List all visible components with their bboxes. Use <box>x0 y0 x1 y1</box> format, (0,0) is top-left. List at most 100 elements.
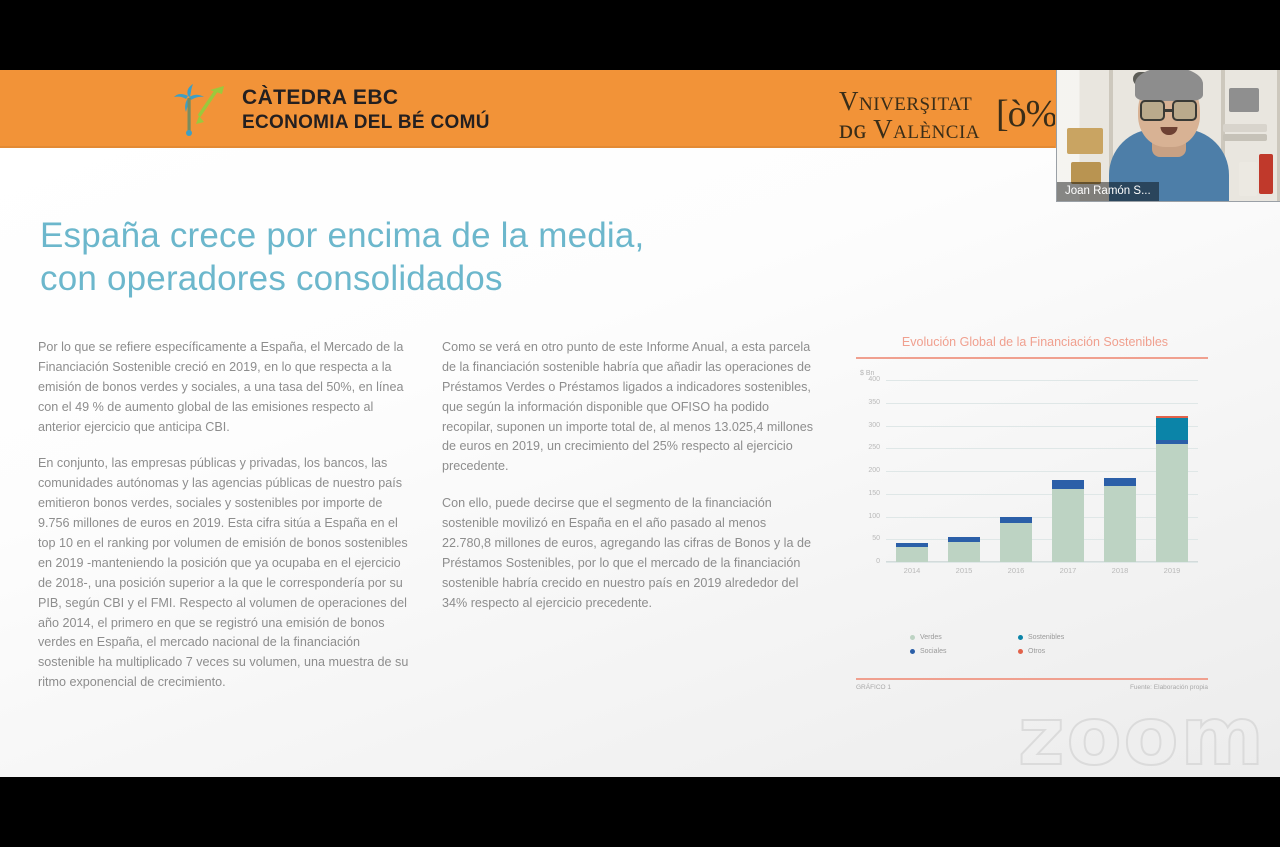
chart-gridline <box>886 425 1198 427</box>
avatar-hair <box>1134 70 1203 101</box>
page-title: España crece por encima de la media, con… <box>40 215 644 300</box>
brand-text: CÀTEDRA EBC ECONOMIA DEL BÉ COMÚ <box>242 86 490 134</box>
chart-x-tick-label: 2015 <box>955 566 973 575</box>
body-column-left: Por lo que se refiere específicamente a … <box>38 338 413 710</box>
shelf-box <box>1071 162 1101 184</box>
chart-bar <box>948 536 980 562</box>
chart-y-tick-label: 0 <box>876 558 880 565</box>
shelf-box <box>1229 88 1259 112</box>
chart-y-tick-label: 50 <box>872 535 880 543</box>
avatar-glasses-icon <box>1139 100 1198 121</box>
chart-y-tick-label: 150 <box>868 489 880 497</box>
avatar-mouth <box>1160 127 1177 135</box>
palm-tree-icon <box>166 82 228 138</box>
chart-top-rule <box>856 357 1208 359</box>
page-title-line-2: con operadores consolidados <box>40 258 503 298</box>
chart-title: Evolución Global de la Financiación Sost… <box>901 335 1169 349</box>
chart-gridline <box>886 516 1198 518</box>
chart-x-tick-label: 2014 <box>903 566 921 575</box>
chart-x-tick-label: 2017 <box>1059 566 1077 575</box>
participant-name-label: Joan Ramón S... <box>1057 182 1159 201</box>
chart-legend-label: Sostenibles <box>1028 634 1065 641</box>
shelf-box <box>1067 128 1103 154</box>
chart-legend-item: Otros <box>1018 648 1138 655</box>
chart-legend-label: Otros <box>1028 648 1046 655</box>
chart-gridline <box>886 448 1198 450</box>
chart-gridline <box>886 471 1198 472</box>
chart-x-tick-label: 2018 <box>1111 566 1129 575</box>
chart-legend-item: Verdes <box>910 634 1018 641</box>
legend-swatch-icon <box>910 635 915 640</box>
participant-video-tile[interactable]: Joan Ramón S... <box>1056 70 1280 202</box>
letterbox-top <box>0 0 1280 70</box>
chart-bar-segment-sociales <box>948 536 980 542</box>
paragraph: Como se verá en otro punto de este Infor… <box>442 340 814 474</box>
chart-bar-segment-sociales <box>1104 478 1136 486</box>
chart-panel: Evolución Global de la Financiación Sost… <box>852 332 1218 691</box>
chart-source-label: Fuente: Elaboración propia <box>1129 684 1208 691</box>
chart-gridline <box>886 539 1198 541</box>
chart-y-tick-label: 200 <box>868 467 880 474</box>
chart-y-tick-label: 350 <box>868 398 880 406</box>
chart-bar <box>1156 415 1188 562</box>
chart-x-tick-label: 2016 <box>1007 566 1025 575</box>
chart-y-tick-label: 250 <box>868 444 880 452</box>
chart-bar-segment-verdes <box>896 546 928 562</box>
chart-plot-area: 0 50 100 150 200 250 300 350 400 2014 2015 2016 2017… <box>868 376 1198 575</box>
chart-x-axis <box>886 561 1198 562</box>
chart-bar-segment-sociales <box>1052 480 1084 490</box>
letterbox-bottom <box>0 777 1280 847</box>
chart-legend-label: Sociales <box>920 648 947 655</box>
catedra-brand: CÀTEDRA EBC ECONOMIA DEL BÉ COMÚ <box>166 82 490 138</box>
chart-bar-segment-sostenibles <box>1156 418 1188 441</box>
chart-bar-segment-verdes <box>1104 485 1136 562</box>
legend-swatch-icon <box>1018 635 1023 640</box>
chart-bar-segment-otros <box>1156 415 1188 419</box>
zoom-watermark: zoom <box>1017 689 1266 777</box>
glasses-lens-right <box>1171 100 1198 121</box>
shelf-book <box>1223 124 1267 132</box>
chart-x-tick-label: 2019 <box>1163 566 1181 575</box>
shelf-book <box>1259 154 1273 194</box>
glasses-lens-left <box>1139 100 1166 121</box>
chart-gridline <box>886 562 1198 563</box>
chart-bar <box>896 543 928 562</box>
brand-title: CÀTEDRA EBC <box>242 86 399 109</box>
paragraph: Por lo que se refiere específicamente a … <box>38 340 404 434</box>
chart-legend: Verdes Sostenibles Sociales Otros <box>910 634 1170 655</box>
chart-legend-item: Sociales <box>910 648 1018 655</box>
chart-bar-segment-sociales <box>896 543 928 547</box>
universitat-line1: Vniverşitat <box>839 86 973 116</box>
chart-y-tick-label: 300 <box>868 421 880 429</box>
chart-bar-segment-verdes <box>1052 489 1084 562</box>
universitat-wordmark: Vniverşitat ᴅɢ València <box>839 86 980 143</box>
chart-bar-segment-sociales <box>1156 440 1188 444</box>
brand-subtitle: ECONOMIA DEL BÉ COMÚ <box>242 112 490 134</box>
chart-legend-item: Sostenibles <box>1018 634 1138 641</box>
legend-swatch-icon <box>1018 649 1023 654</box>
paragraph: Con ello, puede decirse que el segmento … <box>442 496 811 610</box>
shelf-book <box>1239 162 1257 196</box>
chart-bar-segment-verdes <box>1000 523 1032 562</box>
chart-gridline <box>886 380 1198 381</box>
chart-bar-segment-verdes <box>1156 443 1188 562</box>
glasses-bridge <box>1165 109 1172 112</box>
chart-bar <box>1104 478 1136 562</box>
chart-legend-label: Verdes <box>920 634 942 641</box>
chart-bar <box>1000 516 1032 562</box>
chart-number-label: GRÁFICO 1 <box>856 684 892 691</box>
chart-bar-segment-sociales <box>1000 516 1032 524</box>
body-column-right: Como se verá en otro punto de este Infor… <box>442 338 817 631</box>
chart-bar-segment-verdes <box>948 541 980 562</box>
chart-bar <box>1052 480 1084 562</box>
chart-footer: GRÁFICO 1 Fuente: Elaboración propia <box>856 684 1208 691</box>
chart-bottom-rule <box>856 678 1208 680</box>
shelf-book <box>1223 134 1267 141</box>
chart-gridline <box>886 493 1198 495</box>
universitat-valencia-logo: Vniverşitat ᴅɢ València [ò%] <box>839 86 1069 143</box>
chart-y-tick-label: 100 <box>868 512 880 520</box>
chart-y-axis-unit: $ Bn <box>860 370 875 377</box>
page-title-line-1: España crece por encima de la media, <box>40 216 645 255</box>
chart-y-tick-label: 400 <box>868 376 880 383</box>
